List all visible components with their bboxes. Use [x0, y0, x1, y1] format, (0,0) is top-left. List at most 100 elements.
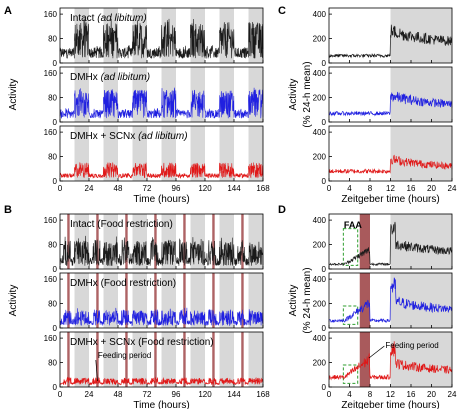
dark-phase-band — [390, 8, 452, 63]
y-tick-label: 0 — [53, 383, 58, 392]
subplot-d-2: 0 200 400 — [313, 272, 453, 333]
y-tick-label: 0 — [322, 324, 327, 333]
x-tick-label: 144 — [227, 390, 241, 399]
y-tick-label: 0 — [53, 177, 58, 186]
feeding-period-bar — [125, 332, 128, 387]
series-label: DMHx + SCNx (Food restriction) — [70, 337, 214, 348]
y-tick-label: 200 — [313, 241, 327, 250]
dark-phase-band — [161, 126, 176, 181]
dark-phase-band — [190, 126, 205, 181]
x-axis-label: Time (hours) — [133, 400, 189, 409]
plot-frame — [59, 213, 264, 270]
y-axis-label-line2: (% 24-h mean) — [302, 61, 313, 127]
y-tick-label: 200 — [313, 35, 327, 44]
x-tick-label: 24 — [85, 390, 94, 399]
y-tick-label: 200 — [313, 300, 327, 309]
feeding-period-bar — [96, 273, 99, 328]
x-axis-label: Time (hours) — [133, 194, 189, 205]
activity-trace — [59, 87, 264, 119]
feeding-period-bar — [183, 273, 186, 328]
plot-frame — [59, 331, 264, 388]
feeding-period-bar — [67, 273, 70, 328]
y-tick-label: 400 — [313, 334, 327, 343]
series-label-main: DMHx — [70, 72, 101, 83]
y-tick-label: 0 — [322, 177, 327, 186]
activity-trace — [328, 91, 453, 117]
y-tick-label: 80 — [48, 94, 57, 103]
x-tick-label: 0 — [58, 184, 63, 193]
activity-trace — [59, 18, 264, 59]
panel-letter-c: C — [278, 5, 286, 17]
series-label: Intact (ad libitum) — [70, 13, 147, 24]
feeding-period-bar — [183, 214, 186, 269]
y-tick-label: 160 — [44, 216, 58, 225]
feeding-period-bar — [67, 332, 70, 387]
x-tick-label: 72 — [143, 184, 152, 193]
x-tick-label: 144 — [227, 184, 241, 193]
y-tick-label: 400 — [313, 275, 327, 284]
series-label-main: Intact — [70, 219, 97, 230]
dark-phase-band — [219, 332, 234, 387]
panel-b: 0 80 160 Intact (Food restriction) 0 80 160 DMH… — [8, 213, 270, 409]
y-axis-label: Activity — [8, 285, 19, 317]
series-label-main: DMHx + SCNx — [70, 131, 138, 142]
x-tick-label: 16 — [407, 184, 416, 193]
dark-phase-band — [390, 332, 452, 387]
y-tick-label: 160 — [44, 334, 58, 343]
x-tick-label: 72 — [143, 390, 152, 399]
x-tick-label: 96 — [172, 390, 181, 399]
y-tick-label: 0 — [322, 59, 327, 68]
subplot-c-1: 0 200 400 — [313, 7, 453, 68]
x-tick-label: 0 — [58, 390, 63, 399]
x-tick-label: 20 — [427, 184, 436, 193]
y-tick-label: 0 — [322, 265, 327, 274]
y-tick-label: 400 — [313, 69, 327, 78]
plot-frame — [59, 272, 264, 329]
dark-phase-band — [248, 273, 263, 328]
activity-trace — [328, 341, 453, 381]
x-tick-label: 4 — [347, 390, 352, 399]
series-label-condition: (ad libitum) — [97, 13, 146, 24]
activity-trace — [328, 24, 453, 59]
x-tick-label: 24 — [448, 184, 457, 193]
dark-phase-band — [390, 67, 452, 122]
series-label-main: DMHx + SCNx — [70, 337, 138, 348]
y-tick-label: 200 — [313, 94, 327, 103]
feeding-period-bar — [241, 273, 244, 328]
feeding-period-bar — [96, 332, 99, 387]
x-tick-label: 4 — [347, 184, 352, 193]
feeding-period-bar — [212, 214, 215, 269]
y-tick-label: 0 — [322, 383, 327, 392]
faa-box — [342, 364, 359, 384]
dark-phase-band — [390, 273, 452, 328]
y-tick-label: 160 — [44, 275, 58, 284]
subplot-b-2: 0 80 160 DMHx (Food restriction) — [44, 272, 264, 333]
annotation-arrow — [95, 359, 98, 382]
faa-box — [342, 305, 359, 325]
series-label: DMHx + SCNx (ad libitum) — [70, 131, 188, 142]
x-tick-label: 96 — [172, 184, 181, 193]
x-tick-label: 0 — [327, 390, 332, 399]
x-tick-label: 12 — [386, 184, 395, 193]
series-label: Intact (Food restriction) — [70, 219, 173, 230]
x-tick-label: 24 — [448, 390, 457, 399]
x-tick-label: 48 — [114, 184, 123, 193]
faa-label: FAA — [344, 220, 363, 230]
panel-a: 0 80 160 Intact (ad libitum) 0 80 160 DMHx (ad … — [8, 7, 270, 205]
y-tick-label: 160 — [44, 10, 58, 19]
series-label-main: DMHx — [70, 278, 101, 289]
feeding-period-bar — [67, 214, 70, 269]
panel-letter-b: B — [4, 204, 12, 216]
dark-phase-band — [390, 214, 452, 269]
y-tick-label: 0 — [53, 265, 58, 274]
y-axis-label-line2: (% 24-h mean) — [302, 267, 313, 333]
y-tick-label: 160 — [44, 128, 58, 137]
x-tick-label: 24 — [85, 184, 94, 193]
feeding-period-bar — [359, 273, 370, 328]
feeding-period-bar — [154, 214, 157, 269]
y-tick-label: 0 — [322, 118, 327, 127]
activity-trace — [59, 376, 264, 386]
y-tick-label: 400 — [313, 10, 327, 19]
x-tick-label: 12 — [386, 390, 395, 399]
